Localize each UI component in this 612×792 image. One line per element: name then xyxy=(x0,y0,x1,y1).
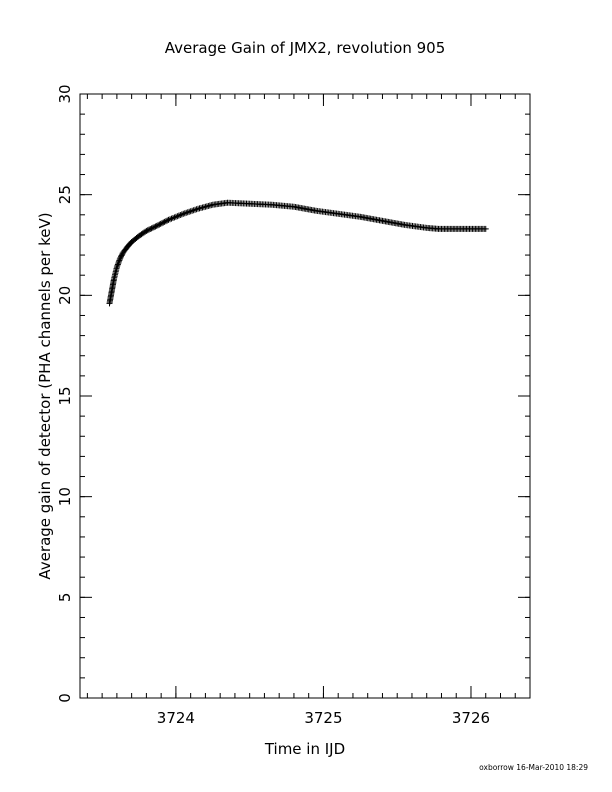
data-point xyxy=(190,207,197,214)
data-point xyxy=(169,215,176,222)
data-point xyxy=(160,219,167,226)
data-point xyxy=(482,225,489,232)
data-point xyxy=(147,226,154,233)
x-tick-label: 3725 xyxy=(304,709,342,727)
y-axis-label: Average gain of detector (PHA channels p… xyxy=(36,212,54,579)
y-tick-label: 30 xyxy=(56,84,74,103)
data-point xyxy=(175,212,182,219)
plot-frame xyxy=(79,93,531,699)
data-point xyxy=(164,217,171,224)
data-point xyxy=(181,210,188,217)
data-point xyxy=(178,211,185,218)
data-point xyxy=(145,226,152,233)
chart-title: Average Gain of JMX2, revolution 905 xyxy=(165,39,446,57)
y-tick-label: 20 xyxy=(56,286,74,305)
data-point xyxy=(153,222,160,229)
data-points xyxy=(106,199,489,307)
data-point xyxy=(174,213,181,220)
data-point xyxy=(165,216,172,223)
data-point xyxy=(157,220,164,227)
data-point xyxy=(149,224,156,231)
y-tick-label: 10 xyxy=(56,487,74,506)
y-tick-label: 0 xyxy=(56,693,74,703)
x-axis-label: Time in IJD xyxy=(264,740,345,758)
axis-ticks xyxy=(80,93,531,699)
data-point xyxy=(186,208,193,215)
y-tick-label: 25 xyxy=(56,185,74,204)
data-point xyxy=(183,209,190,216)
data-point xyxy=(151,224,158,231)
data-point xyxy=(158,220,165,227)
footer-stamp: oxborrow 16-Mar-2010 18:29 xyxy=(479,763,588,772)
data-point xyxy=(177,212,184,219)
x-tick-label: 3724 xyxy=(157,709,195,727)
data-point xyxy=(148,225,155,232)
x-tick-label: 3726 xyxy=(452,709,490,727)
y-tick-labels: 0 5 10 15 20 25 30 xyxy=(56,84,74,702)
data-point xyxy=(168,215,175,222)
data-point xyxy=(162,218,169,225)
data-point xyxy=(152,223,159,230)
data-point xyxy=(167,216,173,223)
data-point xyxy=(161,218,168,225)
data-point xyxy=(155,222,162,229)
data-point xyxy=(189,207,196,214)
data-point xyxy=(187,208,194,215)
data-point xyxy=(184,209,191,216)
data-point xyxy=(142,228,149,235)
data-point xyxy=(172,213,179,220)
data-point xyxy=(143,227,150,234)
x-tick-labels: 3724 3725 3726 xyxy=(157,709,490,727)
data-point xyxy=(192,206,199,213)
y-tick-label: 5 xyxy=(56,593,74,603)
y-tick-label: 15 xyxy=(56,386,74,405)
data-point xyxy=(193,206,200,213)
data-point xyxy=(156,221,163,228)
data-point xyxy=(180,210,187,217)
data-point xyxy=(144,227,151,234)
data-point xyxy=(171,214,178,221)
